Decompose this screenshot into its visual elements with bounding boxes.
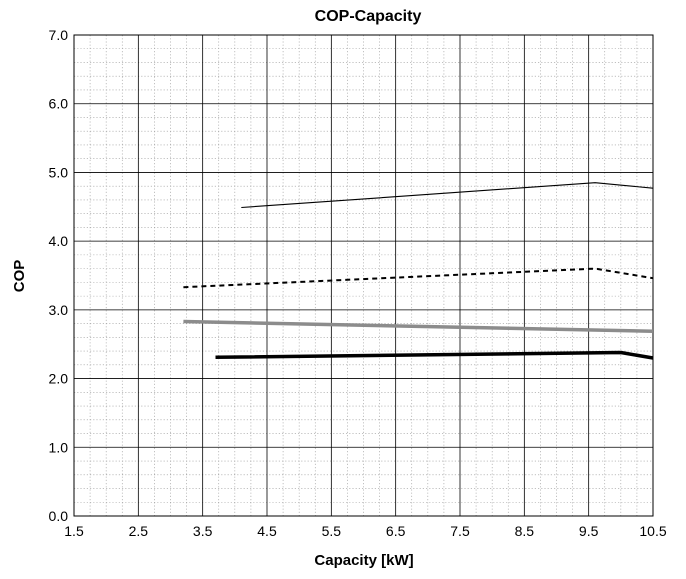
y-tick-labels: 0.0 1.0 2.0 3.0 4.0 5.0 6.0 7.0 (49, 27, 69, 524)
x-tick-label: 10.5 (639, 523, 666, 539)
x-tick-label: 6.5 (386, 523, 406, 539)
x-tick-label: 4.5 (257, 523, 277, 539)
plot-frame (73, 34, 654, 517)
x-tick-label: 7.5 (450, 523, 470, 539)
x-tick-label: 8.5 (515, 523, 535, 539)
y-tick-label: 3.0 (49, 302, 69, 318)
y-tick-label: 7.0 (49, 27, 69, 43)
y-tick-label: 2.0 (49, 371, 69, 387)
x-tick-label: 5.5 (322, 523, 342, 539)
x-tick-label: 9.5 (579, 523, 599, 539)
series-line-2 (183, 267, 654, 289)
x-tick-labels: 1.5 2.5 3.5 4.5 5.5 6.5 7.5 8.5 9.5 10.5 (64, 523, 667, 539)
y-tick-label: 1.0 (49, 439, 69, 455)
series-layer (183, 182, 654, 360)
y-axis-title: COP (11, 260, 28, 293)
series-line-4 (215, 350, 654, 360)
x-tick-label: 1.5 (64, 523, 84, 539)
x-tick-label: 2.5 (129, 523, 149, 539)
minor-grid (74, 35, 653, 516)
y-tick-label: 4.0 (49, 233, 69, 249)
x-tick-label: 3.5 (193, 523, 213, 539)
y-tick-label: 5.0 (49, 164, 69, 180)
series-line-1 (241, 182, 654, 209)
y-tick-label: 0.0 (49, 508, 69, 524)
x-axis-title: Capacity [kW] (314, 552, 413, 569)
chart-title: COP-Capacity (315, 8, 422, 25)
series-line-3 (183, 319, 654, 333)
y-tick-label: 6.0 (49, 96, 69, 112)
